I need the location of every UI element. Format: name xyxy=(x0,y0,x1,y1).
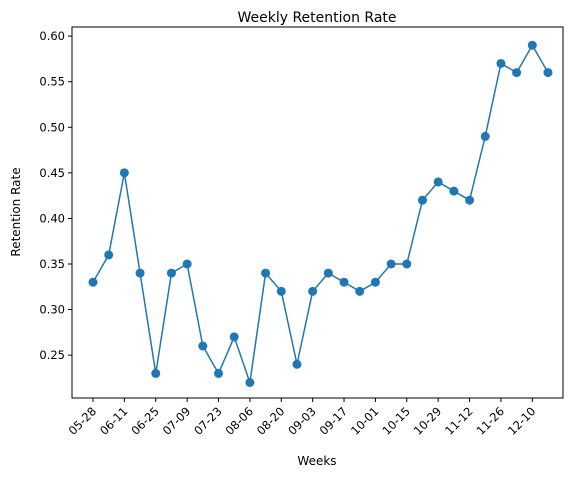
data-point xyxy=(198,341,208,351)
data-point xyxy=(465,195,475,205)
x-tick-label: 09-03 xyxy=(285,404,319,438)
x-tick-label: 11-26 xyxy=(474,404,508,438)
data-point xyxy=(543,68,553,78)
x-tick-label: 10-01 xyxy=(348,404,382,438)
data-point xyxy=(166,268,176,278)
y-tick-label: 0.45 xyxy=(39,166,65,180)
series-line xyxy=(92,43,549,383)
x-tick-label: 10-15 xyxy=(379,404,413,438)
data-point xyxy=(245,378,255,388)
data-point xyxy=(276,286,286,296)
x-tick-label: 08-06 xyxy=(222,404,256,438)
data-point xyxy=(214,368,224,378)
y-tick-label: 0.55 xyxy=(39,75,65,89)
data-point xyxy=(496,58,506,68)
data-point xyxy=(417,195,427,205)
x-tick-label: 09-17 xyxy=(317,404,351,438)
chart-title: Weekly Retention Rate xyxy=(237,10,396,26)
x-axis-label: Weeks xyxy=(297,454,336,468)
series-layer xyxy=(88,40,553,388)
data-point xyxy=(527,40,537,50)
data-point xyxy=(182,259,192,269)
data-point xyxy=(292,359,302,369)
x-tick-label: 06-11 xyxy=(97,404,131,438)
data-point xyxy=(261,268,271,278)
y-tick-label: 0.60 xyxy=(39,29,65,43)
x-tick-label: 07-23 xyxy=(191,404,225,438)
data-point xyxy=(370,277,380,287)
data-point xyxy=(323,268,333,278)
data-point xyxy=(151,368,161,378)
x-tick-label: 06-25 xyxy=(128,404,162,438)
data-point xyxy=(88,277,98,287)
x-tick-label: 05-28 xyxy=(66,404,100,438)
plot-frame xyxy=(71,26,564,399)
data-point xyxy=(402,259,412,269)
data-point xyxy=(386,259,396,269)
data-point xyxy=(135,268,145,278)
x-tick-label: 07-09 xyxy=(160,404,194,438)
data-point xyxy=(229,332,239,342)
y-tick-label: 0.50 xyxy=(39,120,65,134)
data-point xyxy=(339,277,349,287)
x-tick-label: 12-10 xyxy=(505,404,539,438)
data-point xyxy=(449,186,459,196)
data-point xyxy=(355,286,365,296)
y-axis: 0.25 0.30 0.35 0.40 0.45 0.50 0.55 0.60 xyxy=(39,29,72,362)
x-axis: 05-2806-1106-2507-0907-2308-0608-2009-03… xyxy=(66,398,539,438)
y-tick-label: 0.30 xyxy=(39,303,65,317)
x-tick-label: 08-20 xyxy=(254,404,288,438)
y-tick-label: 0.25 xyxy=(39,348,65,362)
data-point xyxy=(480,131,490,141)
data-point xyxy=(104,250,114,260)
plot-area: 0.250.300.350.400.450.500.550.60 05-2806… xyxy=(39,26,564,438)
data-point xyxy=(119,168,129,178)
x-tick-label: 10-29 xyxy=(411,404,445,438)
y-axis-label: Retention Rate xyxy=(9,167,23,256)
data-point xyxy=(433,177,443,187)
data-point xyxy=(512,68,522,78)
y-tick-label: 0.40 xyxy=(39,211,65,225)
y-tick-label: 0.35 xyxy=(39,257,65,271)
x-tick-label: 11-12 xyxy=(442,404,476,438)
data-point xyxy=(308,286,318,296)
